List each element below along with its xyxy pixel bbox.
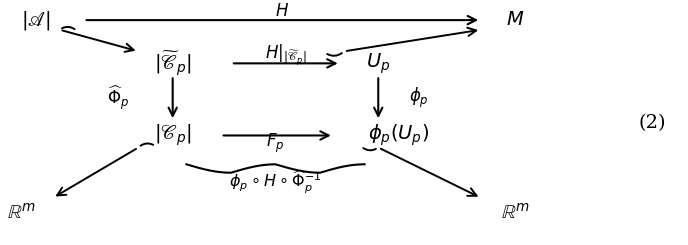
Text: $M$: $M$ — [506, 11, 524, 29]
Text: (2): (2) — [638, 114, 666, 133]
Text: $\widehat{\Phi}_p$: $\widehat{\Phi}_p$ — [107, 84, 129, 112]
Text: $\mathbb{R}^m$: $\mathbb{R}^m$ — [8, 202, 36, 222]
Text: $\phi_p \circ H \circ \widehat{\Phi}_p^{-1}$: $\phi_p \circ H \circ \widehat{\Phi}_p^{… — [229, 169, 322, 196]
Text: $H$: $H$ — [275, 3, 290, 20]
Text: $H|_{|\widetilde{\mathscr{C}}_p|}$: $H|_{|\widetilde{\mathscr{C}}_p|}$ — [265, 42, 307, 68]
Text: $U_p$: $U_p$ — [366, 51, 390, 76]
Text: $|\mathscr{A}|$: $|\mathscr{A}|$ — [21, 9, 50, 32]
Text: $|\widetilde{\mathscr{C}}_p|$: $|\widetilde{\mathscr{C}}_p|$ — [154, 49, 191, 78]
Text: $\phi_p$: $\phi_p$ — [409, 86, 429, 110]
Text: $\mathbb{R}^m$: $\mathbb{R}^m$ — [501, 202, 530, 222]
Text: $F_p$: $F_p$ — [266, 132, 285, 155]
Text: $\phi_p(U_p)$: $\phi_p(U_p)$ — [368, 123, 429, 148]
Text: $|\mathscr{C}_p|$: $|\mathscr{C}_p|$ — [154, 123, 191, 148]
